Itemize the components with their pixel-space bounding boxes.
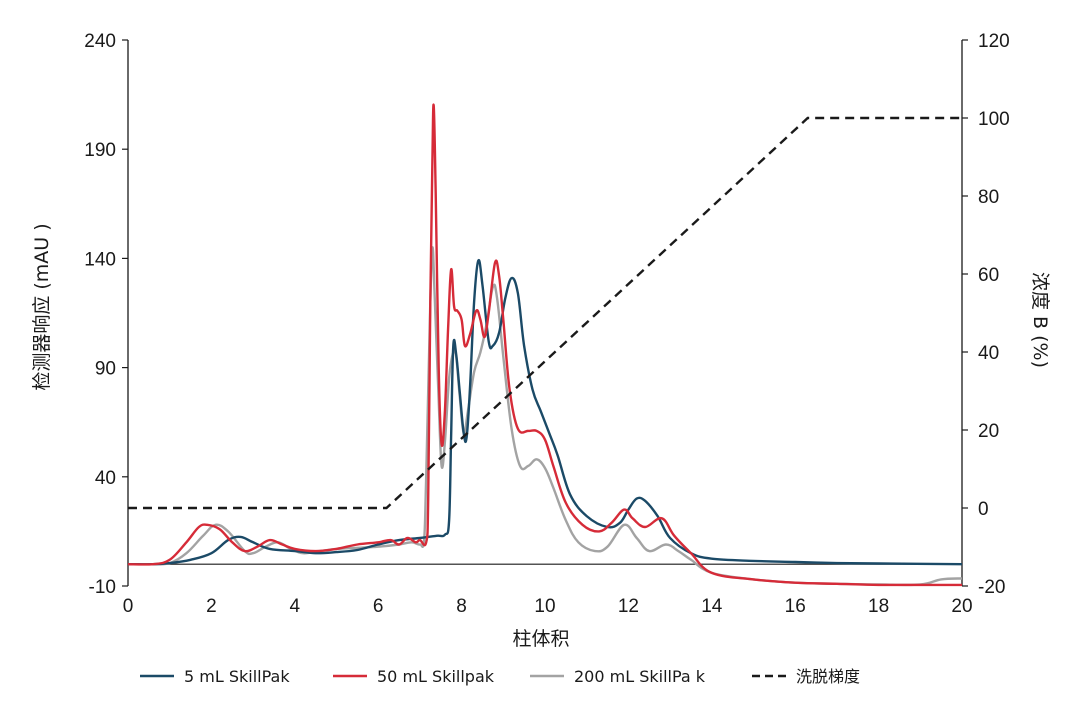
y-right-tick-label: 40 xyxy=(978,343,999,364)
y-right-tick-label: 20 xyxy=(978,421,999,442)
x-tick-label: 6 xyxy=(373,596,384,617)
y-right-tick-label: 120 xyxy=(978,31,1010,52)
y-left-tick-label: 40 xyxy=(95,468,116,489)
legend-label: 洗脱梯度 xyxy=(796,667,860,686)
x-tick-label: 10 xyxy=(534,596,555,617)
x-axis-title: 柱体积 xyxy=(512,628,569,650)
x-tick-label: 18 xyxy=(868,596,889,617)
chart-axes xyxy=(127,40,963,586)
legend-label: 50 mL Skillpak xyxy=(377,667,495,686)
x-tick-label: 12 xyxy=(618,596,639,617)
legend-label: 200 mL SkillPa k xyxy=(574,667,706,686)
y-left-tick-label: 190 xyxy=(84,140,116,161)
series-line-elution-gradient xyxy=(128,116,962,510)
x-tick-label: 14 xyxy=(701,596,723,617)
y-right-tick-label: 0 xyxy=(978,499,989,520)
series-line-2 xyxy=(127,246,963,587)
y-right-tick-label: -20 xyxy=(978,577,1005,598)
x-tick-label: 16 xyxy=(785,596,806,617)
y-right-axis-title: 浓度 B (%) xyxy=(1029,272,1051,368)
y-right-tick-label: 100 xyxy=(978,109,1010,130)
y-left-tick-label: 140 xyxy=(84,249,116,270)
x-tick-label: 8 xyxy=(456,596,467,617)
series-line-0 xyxy=(127,258,963,566)
chart-ticks: 0 2 4 6 8 10 12 14 16 18 20 -10 40 90 140 190 240 -20 0 20 4… xyxy=(84,31,1009,617)
x-tick-label: 0 xyxy=(123,596,134,617)
y-right-tick-label: 80 xyxy=(978,187,999,208)
y-left-axis-title: 检测器响应 (mAU ) xyxy=(31,223,53,390)
x-tick-label: 4 xyxy=(290,596,301,617)
y-left-tick-label: -10 xyxy=(89,577,116,598)
chart-series xyxy=(127,103,963,587)
y-right-tick-label: 60 xyxy=(978,265,999,286)
y-left-tick-label: 240 xyxy=(84,31,116,52)
y-left-tick-label: 90 xyxy=(95,359,116,380)
legend-label: 5 mL SkillPak xyxy=(184,667,290,686)
x-tick-label: 2 xyxy=(206,596,217,617)
legend: 5 mL SkillPak 50 mL Skillpak 200 mL SkillP… xyxy=(140,667,860,686)
x-tick-label: 20 xyxy=(951,596,972,617)
series-line-1 xyxy=(127,103,962,587)
